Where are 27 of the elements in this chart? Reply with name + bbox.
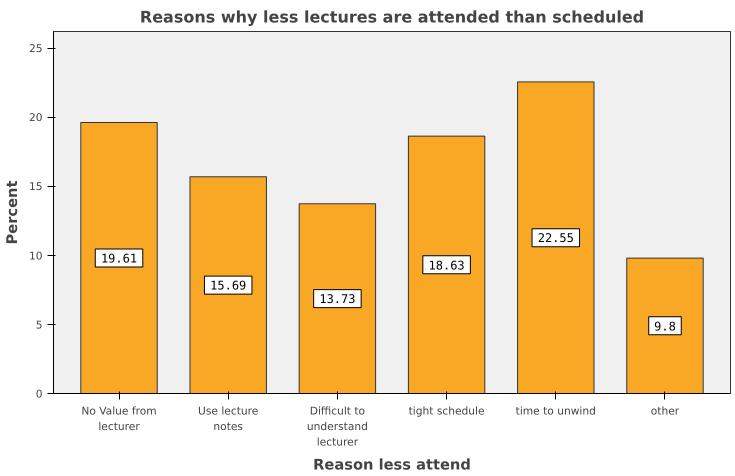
x-tick-label: tight schedule <box>408 404 485 418</box>
bar <box>626 258 704 394</box>
y-axis-title: Percent <box>4 180 21 244</box>
y-tick-label: 0 <box>36 388 43 400</box>
data-label: 13.73 <box>319 292 356 306</box>
data-label: 22.55 <box>538 231 574 246</box>
y-tick-label: 20 <box>28 111 43 124</box>
data-label: 15.69 <box>210 278 246 293</box>
data-label: 9.8 <box>654 319 676 334</box>
x-tick-label: Use lecture notes <box>198 404 258 434</box>
data-label: 19.61 <box>100 252 138 266</box>
x-tick-label: other <box>650 404 680 418</box>
x-tick-label: Difficult to understand lecturer <box>306 404 368 449</box>
x-tick-label: time to unwind <box>516 404 596 418</box>
y-tick-label: 15 <box>28 180 43 194</box>
y-tick-label: 10 <box>28 249 43 262</box>
bar <box>189 176 267 394</box>
y-tick-label: 25 <box>28 42 43 56</box>
chart-title: Reasons why less lectures are attended than scheduled <box>140 8 644 26</box>
x-tick-label: No Value from lecturer <box>81 404 157 434</box>
data-label: 18.63 <box>428 258 465 272</box>
bar <box>298 203 376 394</box>
y-tick-label: 5 <box>36 318 42 332</box>
bar <box>408 136 486 394</box>
bar <box>517 81 595 394</box>
x-axis-title: Reason less attend <box>313 456 471 474</box>
bar <box>80 122 158 394</box>
